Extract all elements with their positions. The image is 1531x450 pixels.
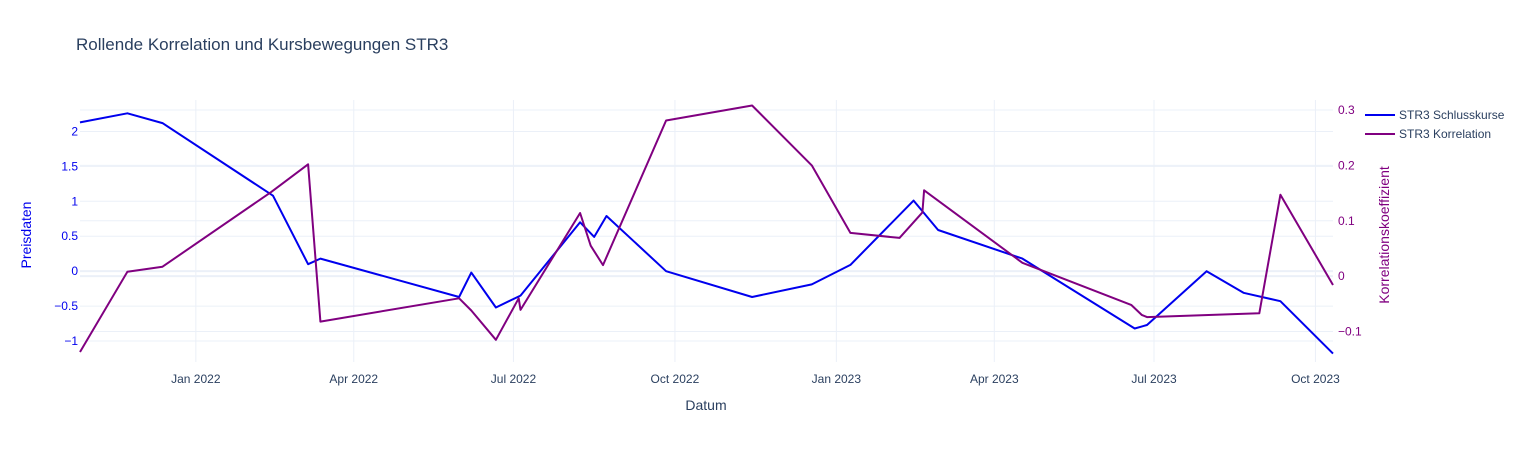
y-tick-label: 0.5 (61, 229, 78, 243)
y-tick-label: −0.5 (54, 299, 78, 313)
traces (79, 104, 1334, 355)
y2-tick-label: 0.1 (1338, 214, 1355, 228)
x-tick-label: Oct 2022 (651, 372, 700, 386)
legend-item-correlation[interactable]: STR3 Korrelation (1365, 127, 1491, 141)
legend-label-correlation: STR3 Korrelation (1399, 127, 1491, 141)
legend-item-price[interactable]: STR3 Schlusskurse (1365, 108, 1505, 122)
x-tick-label: Apr 2023 (970, 372, 1019, 386)
grid (80, 100, 1333, 362)
y2-tick-label: 0.3 (1338, 103, 1355, 117)
series-line-correlation (79, 104, 1334, 353)
legend-label-price: STR3 Schlusskurse (1399, 108, 1505, 122)
y-tick-label: 1.5 (61, 159, 78, 173)
chart-title: Rollende Korrelation und Kursbewegungen … (76, 35, 448, 54)
y2-tick-label: −0.1 (1338, 325, 1362, 339)
x-tick-label: Jan 2023 (812, 372, 862, 386)
x-tick-label: Oct 2023 (1291, 372, 1340, 386)
y2-axis-ticks: −0.1 0 0.1 0.2 0.3 (1338, 103, 1362, 339)
y-tick-label: 2 (71, 124, 78, 138)
y-axis-ticks: −1 −0.5 0 0.5 1 1.5 2 (54, 124, 78, 348)
legend[interactable]: STR3 Schlusskurse STR3 Korrelation (1365, 108, 1505, 141)
x-tick-label: Jan 2022 (171, 372, 221, 386)
x-tick-label: Apr 2022 (329, 372, 378, 386)
y2-tick-label: 0 (1338, 269, 1345, 283)
x-tick-label: Jul 2022 (491, 372, 537, 386)
x-tick-label: Jul 2023 (1131, 372, 1177, 386)
y2-axis-title: Korrelationskoeffizient (1376, 166, 1392, 304)
x-axis-title: Datum (685, 397, 726, 413)
y-tick-label: 0 (71, 264, 78, 278)
y-axis-title: Preisdaten (18, 202, 34, 269)
y2-tick-label: 0.2 (1338, 158, 1355, 172)
y-tick-label: 1 (71, 194, 78, 208)
series-line-price (79, 112, 1334, 355)
x-axis-ticks: Jan 2022 Apr 2022 Jul 2022 Oct 2022 Jan 2023… (171, 372, 1340, 386)
y-tick-label: −1 (64, 334, 78, 348)
